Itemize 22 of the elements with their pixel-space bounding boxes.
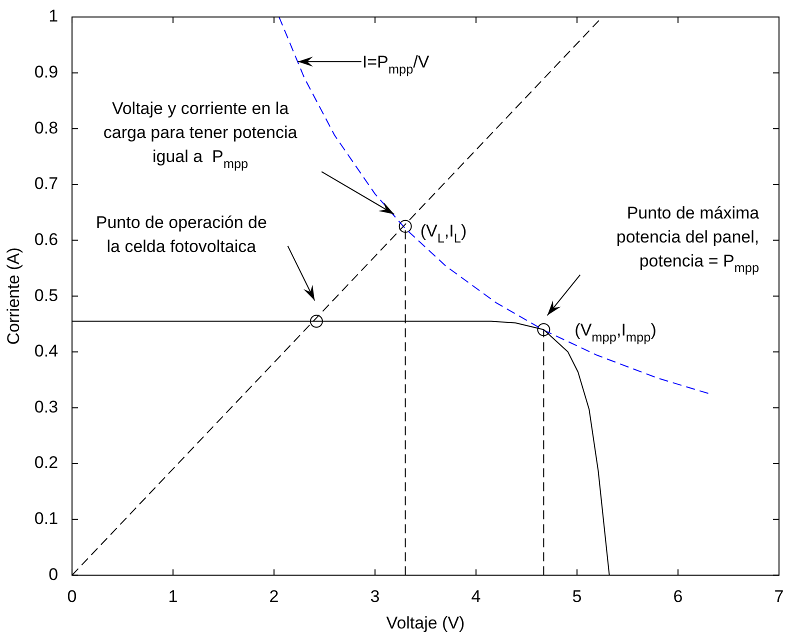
y-tick-label: 0.3: [34, 397, 58, 416]
x-tick-label: 1: [168, 587, 178, 606]
y-axis-title: Corriente (A): [4, 247, 23, 345]
y-tick-label: 0.9: [34, 62, 58, 82]
x-tick-label: 2: [269, 587, 279, 606]
x-tick-label: 6: [673, 587, 683, 606]
y-tick-label: 0.6: [34, 230, 58, 249]
y-tick-label: 0: [48, 564, 58, 584]
y-tick-label: 1: [48, 6, 58, 26]
x-tick-label: 0: [67, 587, 77, 606]
x-tick-label: 7: [774, 587, 784, 606]
y-tick-label: 0.2: [34, 453, 58, 472]
x-tick-label: 3: [370, 587, 380, 606]
x-tick-label: 4: [471, 587, 481, 606]
y-tick-label: 0.8: [34, 118, 58, 138]
y-tick-label: 0.1: [34, 509, 58, 528]
y-tick-label: 0.7: [34, 174, 58, 194]
annotation: Punto de operación de la celda fotovoltaica: [96, 213, 267, 256]
y-tick-label: 0.4: [34, 342, 58, 361]
x-axis-title: Voltaje (V): [386, 613, 465, 632]
y-tick-label: 0.5: [34, 286, 58, 305]
x-tick-label: 5: [572, 587, 582, 606]
